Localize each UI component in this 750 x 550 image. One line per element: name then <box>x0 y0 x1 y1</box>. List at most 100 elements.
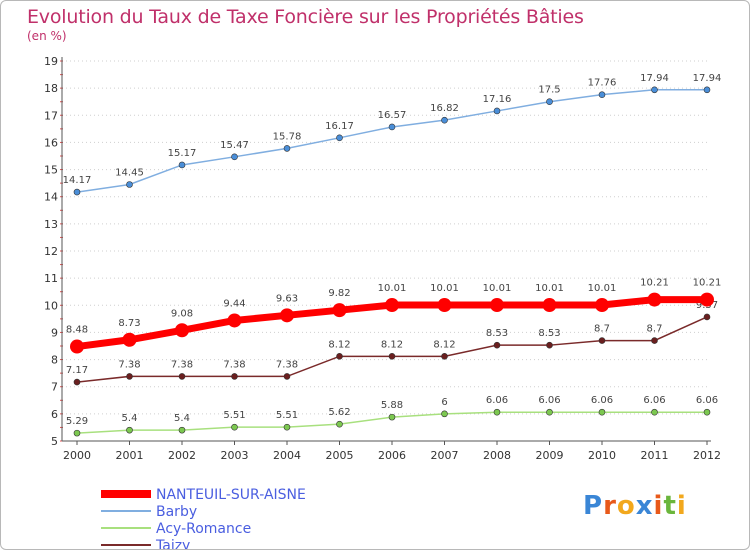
data-point <box>647 292 662 307</box>
data-point <box>542 298 557 313</box>
data-point <box>493 408 501 416</box>
data-label: 10.01 <box>535 283 564 294</box>
data-label: 10.01 <box>588 283 617 294</box>
data-point <box>122 332 137 347</box>
x-tick-label: 2000 <box>63 449 91 462</box>
data-point <box>385 298 399 313</box>
data-label: 14.17 <box>63 175 92 186</box>
data-label: 8.12 <box>328 339 350 350</box>
data-label: 10.21 <box>693 278 722 289</box>
y-tick-label: 18 <box>44 82 58 95</box>
data-point <box>73 188 81 196</box>
data-point <box>126 373 133 380</box>
logo-letter: i <box>653 491 664 521</box>
y-tick-label: 14 <box>44 191 58 204</box>
data-point <box>73 378 81 386</box>
data-label: 6.06 <box>696 395 718 406</box>
data-label: 5.51 <box>276 410 298 421</box>
x-tick-label: 2009 <box>536 449 564 462</box>
data-label: 10.01 <box>483 283 512 294</box>
x-tick-label: 2002 <box>168 449 196 462</box>
data-label: 7.17 <box>66 365 88 376</box>
data-point <box>490 298 504 313</box>
data-point <box>178 161 186 169</box>
data-point <box>388 123 396 131</box>
logo-letter: o <box>616 491 636 521</box>
x-tick-label: 2012 <box>693 449 721 462</box>
data-point <box>441 353 448 360</box>
data-label: 5.51 <box>223 410 245 421</box>
data-label: 8.48 <box>66 325 88 336</box>
data-label: 16.17 <box>325 121 354 132</box>
data-point <box>336 134 343 142</box>
data-label: 5.62 <box>328 407 350 418</box>
y-tick-label: 19 <box>44 55 58 68</box>
x-tick-label: 2008 <box>483 449 511 462</box>
data-label: 6.06 <box>486 395 508 406</box>
data-point <box>546 341 553 349</box>
x-tick-label: 2006 <box>378 449 406 462</box>
data-point <box>332 303 347 318</box>
y-tick-label: 5 <box>51 435 58 448</box>
data-label: 5.4 <box>174 413 190 424</box>
x-tick-label: 2001 <box>116 449 144 462</box>
data-point <box>70 339 84 354</box>
data-point <box>546 408 553 416</box>
proxiti-logo: Proxiti <box>583 491 687 521</box>
data-point <box>73 429 81 437</box>
logo-letter: x <box>635 491 654 521</box>
data-label: 15.78 <box>273 131 302 142</box>
data-label: 8.12 <box>381 339 403 350</box>
data-label: 9.08 <box>171 308 193 319</box>
data-point <box>493 107 501 115</box>
y-tick-label: 12 <box>44 245 58 258</box>
data-point <box>651 408 658 416</box>
data-label: 14.45 <box>115 168 144 179</box>
x-tick-label: 2004 <box>273 449 301 462</box>
data-point <box>283 373 291 380</box>
data-point <box>703 86 711 94</box>
data-label: 6.06 <box>538 395 560 406</box>
data-point <box>441 410 448 418</box>
legend-label: Acy-Romance <box>156 521 251 537</box>
data-point <box>703 408 711 416</box>
data-point <box>175 323 189 338</box>
data-point <box>651 337 658 344</box>
data-point <box>598 91 606 98</box>
data-point <box>336 353 343 360</box>
data-label: 10.21 <box>640 278 669 289</box>
data-label: 8.12 <box>433 339 455 350</box>
data-point <box>126 181 133 188</box>
data-point <box>126 426 133 434</box>
data-point <box>283 423 291 431</box>
x-tick-label: 2010 <box>588 449 616 462</box>
logo-letter: r <box>603 491 617 521</box>
y-tick-label: 6 <box>51 408 58 421</box>
data-label: 8.73 <box>118 318 140 329</box>
y-tick-label: 9 <box>51 326 58 339</box>
data-label: 9.63 <box>276 293 298 304</box>
data-point <box>336 420 343 428</box>
data-label: 16.82 <box>430 103 459 114</box>
data-point <box>598 337 606 344</box>
legend-label: Barby <box>156 504 197 520</box>
data-point <box>283 145 291 152</box>
data-label: 5.88 <box>381 400 403 411</box>
legend-label: NANTEUIL-SUR-AISNE <box>156 487 306 503</box>
y-tick-label: 13 <box>44 218 58 231</box>
data-point <box>437 298 452 313</box>
data-point <box>441 116 448 124</box>
data-point <box>178 426 186 434</box>
data-point <box>178 373 186 380</box>
data-label: 8.53 <box>486 328 508 339</box>
data-label: 17.16 <box>483 94 512 105</box>
data-point <box>700 292 714 307</box>
data-label: 5.4 <box>122 413 138 424</box>
data-point <box>388 413 396 421</box>
data-label: 9.82 <box>328 288 350 299</box>
data-point <box>231 153 238 161</box>
data-point <box>595 298 609 313</box>
chart-title: Evolution du Taux de Taxe Foncière sur l… <box>27 6 584 28</box>
